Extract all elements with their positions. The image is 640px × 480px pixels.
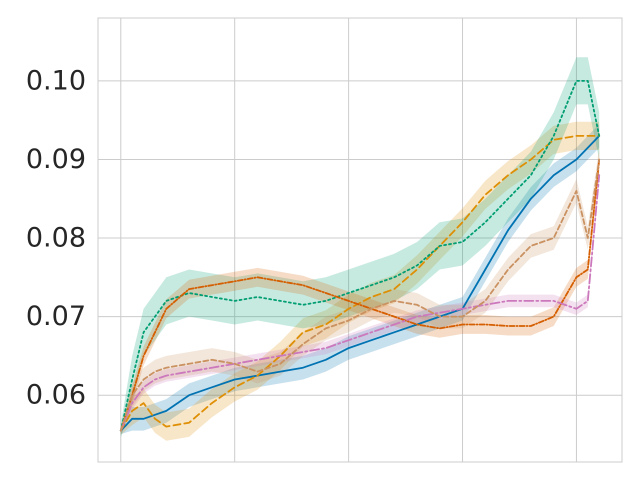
y-tick-label-3: 0.09 [26,144,86,175]
y-tick-labels: 0.06 0.07 0.08 0.09 0.10 [26,65,86,410]
series-2-line [119,134,601,432]
series-3-line [119,80,601,432]
series-1-line [119,134,601,432]
plot-frame [97,17,623,463]
y-tick-label-2: 0.08 [26,223,86,254]
series-4-line [119,158,601,432]
series-6-line [119,158,601,432]
series-lines [119,80,601,432]
series-4-band [120,150,600,434]
y-gridlines [98,80,622,396]
series-1-band [120,124,600,435]
series-5-line [119,174,601,432]
y-tick-label-4: 0.10 [26,65,86,96]
y-tick-label-1: 0.07 [26,301,86,332]
y-tick-label-0: 0.06 [26,380,86,411]
series-5-band [120,168,600,433]
